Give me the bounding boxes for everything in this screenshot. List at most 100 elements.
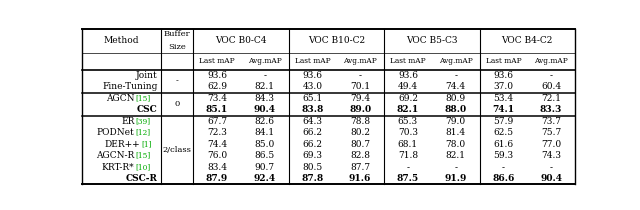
Text: 82.1: 82.1 [397, 105, 419, 114]
Text: 80.2: 80.2 [350, 128, 370, 137]
Text: Joint: Joint [136, 71, 158, 80]
Text: 93.6: 93.6 [493, 71, 513, 80]
Text: 87.9: 87.9 [206, 174, 228, 183]
Text: 57.9: 57.9 [493, 117, 513, 126]
Text: -: - [502, 163, 505, 172]
Text: CSC-R: CSC-R [126, 174, 158, 183]
Text: -: - [550, 163, 552, 172]
Text: Buffer: Buffer [164, 30, 190, 38]
Text: 81.4: 81.4 [445, 128, 466, 137]
Text: 70.1: 70.1 [350, 82, 371, 91]
Text: 73.7: 73.7 [541, 117, 561, 126]
Text: [1]: [1] [141, 140, 152, 148]
Text: 43.0: 43.0 [303, 82, 323, 91]
Text: 60.4: 60.4 [541, 82, 561, 91]
Text: 75.7: 75.7 [541, 128, 561, 137]
Text: CSC: CSC [137, 105, 158, 114]
Text: Size: Size [168, 43, 186, 51]
Text: 49.4: 49.4 [398, 82, 418, 91]
Text: 86.6: 86.6 [492, 174, 515, 183]
Text: 82.8: 82.8 [350, 151, 370, 160]
Text: 79.4: 79.4 [350, 94, 371, 103]
Text: 87.8: 87.8 [301, 174, 324, 183]
Text: 80.9: 80.9 [445, 94, 466, 103]
Text: 83.3: 83.3 [540, 105, 563, 114]
Text: [15]: [15] [136, 152, 151, 160]
Text: 72.3: 72.3 [207, 128, 227, 137]
Text: 86.5: 86.5 [255, 151, 275, 160]
Text: Avg.mAP: Avg.mAP [439, 57, 472, 65]
Text: 72.1: 72.1 [541, 94, 561, 103]
Text: 90.7: 90.7 [255, 163, 275, 172]
Text: VOC B5-C3: VOC B5-C3 [406, 37, 458, 46]
Text: 93.6: 93.6 [303, 71, 323, 80]
Text: 2/class: 2/class [163, 146, 191, 154]
Text: 78.8: 78.8 [350, 117, 371, 126]
Text: Avg.mAP: Avg.mAP [343, 57, 377, 65]
Text: 80.7: 80.7 [350, 140, 371, 149]
Text: 65.3: 65.3 [398, 117, 418, 126]
Text: 83.8: 83.8 [301, 105, 324, 114]
Text: 82.1: 82.1 [445, 151, 466, 160]
Text: 93.6: 93.6 [398, 71, 418, 80]
Text: 79.0: 79.0 [445, 117, 466, 126]
Text: [39]: [39] [136, 117, 150, 125]
Text: -: - [175, 77, 179, 85]
Text: 87.7: 87.7 [350, 163, 371, 172]
Text: Last mAP: Last mAP [486, 57, 521, 65]
Text: 85.1: 85.1 [206, 105, 228, 114]
Text: 85.0: 85.0 [255, 140, 275, 149]
Text: [12]: [12] [136, 129, 150, 137]
Text: DER++: DER++ [104, 140, 140, 149]
Text: 82.1: 82.1 [255, 82, 275, 91]
Text: VOC B10-C2: VOC B10-C2 [308, 37, 365, 46]
Text: 83.4: 83.4 [207, 163, 227, 172]
Text: -: - [454, 71, 457, 80]
Text: 76.0: 76.0 [207, 151, 227, 160]
Text: 74.3: 74.3 [541, 151, 561, 160]
Text: 91.9: 91.9 [444, 174, 467, 183]
Text: 84.3: 84.3 [255, 94, 275, 103]
Text: 84.1: 84.1 [255, 128, 275, 137]
Text: -: - [550, 71, 552, 80]
Text: 53.4: 53.4 [493, 94, 513, 103]
Text: 71.8: 71.8 [398, 151, 418, 160]
Text: 37.0: 37.0 [493, 82, 513, 91]
Text: 64.3: 64.3 [303, 117, 323, 126]
Text: -: - [358, 71, 362, 80]
Text: AGCN: AGCN [106, 94, 134, 103]
Text: Last mAP: Last mAP [199, 57, 235, 65]
Text: ER: ER [121, 117, 134, 126]
Text: 62.9: 62.9 [207, 82, 227, 91]
Text: 67.7: 67.7 [207, 117, 227, 126]
Text: Fine-Tuning: Fine-Tuning [102, 82, 158, 91]
Text: 66.2: 66.2 [303, 140, 323, 149]
Text: 78.0: 78.0 [445, 140, 466, 149]
Text: 74.4: 74.4 [445, 82, 466, 91]
Text: [15]: [15] [136, 94, 151, 102]
Text: 90.4: 90.4 [253, 105, 276, 114]
Text: [10]: [10] [136, 163, 151, 171]
Text: 77.0: 77.0 [541, 140, 561, 149]
Text: 68.1: 68.1 [398, 140, 418, 149]
Text: 82.6: 82.6 [255, 117, 275, 126]
Text: Last mAP: Last mAP [390, 57, 426, 65]
Text: -: - [454, 163, 457, 172]
Text: 80.5: 80.5 [302, 163, 323, 172]
Text: -: - [406, 163, 410, 172]
Text: KRT-R*: KRT-R* [102, 163, 134, 172]
Text: 66.2: 66.2 [303, 128, 323, 137]
Text: -: - [263, 71, 266, 80]
Text: 0: 0 [174, 100, 180, 108]
Text: 65.1: 65.1 [302, 94, 323, 103]
Text: 73.4: 73.4 [207, 94, 227, 103]
Text: 93.6: 93.6 [207, 71, 227, 80]
Text: 59.3: 59.3 [493, 151, 513, 160]
Text: 92.4: 92.4 [253, 174, 276, 183]
Text: 88.0: 88.0 [445, 105, 467, 114]
Text: Avg.mAP: Avg.mAP [248, 57, 282, 65]
Text: 62.5: 62.5 [493, 128, 513, 137]
Text: AGCN-R: AGCN-R [96, 151, 134, 160]
Text: 69.3: 69.3 [303, 151, 323, 160]
Text: Avg.mAP: Avg.mAP [534, 57, 568, 65]
